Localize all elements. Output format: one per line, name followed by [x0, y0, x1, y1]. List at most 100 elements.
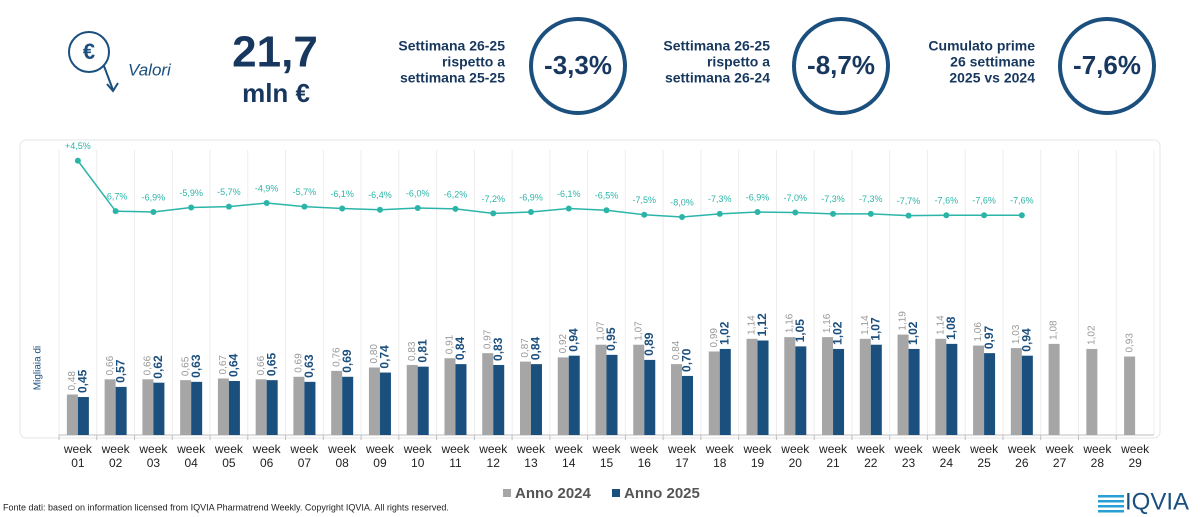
value-label: 1,08 — [944, 316, 958, 340]
change-point — [339, 205, 346, 212]
change-point — [452, 205, 459, 212]
value-label: 1,02 — [1087, 325, 1098, 345]
bar — [822, 337, 834, 435]
bar — [444, 358, 456, 435]
value-label: 0,66 — [143, 355, 154, 375]
value-label: 1,14 — [935, 315, 946, 335]
value-label: 0,63 — [302, 354, 316, 378]
bar — [379, 372, 391, 435]
value-label: 0,89 — [642, 332, 656, 356]
bar — [266, 380, 278, 435]
unit-label: Valori — [128, 60, 172, 79]
value-label: 0,65 — [180, 356, 191, 376]
change-label: -7,6% — [1010, 196, 1034, 206]
bar — [293, 376, 305, 435]
x-tick-label: week 29 — [1120, 442, 1150, 470]
x-tick-label: week 25 — [969, 442, 999, 470]
value-label: 1,07 — [596, 321, 607, 341]
change-label: -7,6% — [972, 196, 996, 206]
value-label: 1,19 — [898, 311, 909, 331]
change-label: -6,1% — [557, 189, 581, 199]
x-tick-label: week 12 — [478, 442, 508, 470]
bar — [104, 379, 116, 435]
change-label: -4,9% — [255, 183, 279, 193]
value-label: 0,83 — [491, 337, 505, 361]
value-label: 1,07 — [868, 317, 882, 341]
change-point — [981, 212, 988, 219]
x-tick-label: week 02 — [101, 442, 131, 470]
change-point — [716, 210, 723, 217]
y-axis-label: Migliaia di — [33, 346, 44, 390]
change-point — [225, 203, 232, 210]
change-point — [641, 211, 648, 218]
kpi-circle — [1058, 17, 1156, 115]
change-point — [112, 208, 119, 215]
value-label: 1,14 — [747, 315, 758, 335]
bar — [859, 338, 871, 435]
bar — [66, 394, 78, 435]
x-tick-label: week 13 — [516, 442, 546, 470]
change-point — [565, 205, 572, 212]
legend-label: Anno 2024 — [515, 485, 592, 502]
bar — [368, 367, 380, 435]
kpi-text: 26 settimane — [950, 54, 1035, 70]
change-label: -6,9% — [519, 192, 543, 202]
x-tick-label: week 15 — [591, 442, 621, 470]
bar — [935, 338, 947, 435]
value-label: 0,93 — [1124, 333, 1135, 353]
bar — [1010, 348, 1022, 435]
bar — [1124, 356, 1136, 435]
change-point — [376, 206, 383, 213]
value-label: 0,64 — [227, 353, 241, 377]
x-tick-label: week 08 — [327, 442, 357, 470]
big-unit: mln € — [242, 78, 310, 108]
x-tick-label: week 14 — [554, 442, 584, 470]
x-tick-label: week 09 — [365, 442, 395, 470]
bar — [557, 357, 569, 435]
change-point — [603, 207, 610, 214]
value-label: 0,99 — [709, 328, 720, 348]
kpi-text: rispetto a — [442, 54, 505, 70]
x-tick-label: week 11 — [440, 442, 470, 470]
value-label: 1,16 — [784, 313, 795, 333]
value-label: 0,69 — [340, 349, 354, 373]
bar — [633, 344, 645, 435]
kpi-text: settimana 26-24 — [665, 70, 770, 86]
x-tick-label: week 27 — [1045, 442, 1075, 470]
value-label: 0,57 — [113, 359, 127, 383]
value-label: 0,67 — [218, 355, 229, 375]
value-label: 1,02 — [906, 321, 920, 345]
bar — [784, 337, 796, 435]
euro-icon — [68, 31, 110, 73]
value-label: 0,84 — [671, 340, 682, 360]
change-label: -6,9% — [746, 192, 770, 202]
change-label: -6,5% — [595, 191, 619, 201]
kpi-value: -7,6% — [1073, 50, 1141, 80]
value-label: 0,63 — [189, 354, 203, 378]
value-label: 1,12 — [755, 313, 769, 337]
bar — [908, 348, 920, 435]
x-tick-label: week 16 — [629, 442, 659, 470]
bar — [1086, 348, 1098, 435]
change-label: -8,0% — [670, 197, 694, 207]
bar — [417, 366, 429, 435]
value-label: 0,97 — [982, 325, 996, 349]
bar — [115, 386, 127, 435]
change-label: -6,2% — [444, 189, 468, 199]
bar — [833, 348, 845, 435]
change-point — [754, 209, 761, 216]
change-label: -5,7% — [293, 187, 317, 197]
change-label: -6,7% — [104, 192, 128, 202]
bar — [142, 379, 154, 435]
value-label: 0,45 — [76, 369, 90, 393]
x-tick-label: week 18 — [705, 442, 735, 470]
change-point — [263, 200, 270, 207]
bar — [897, 334, 909, 435]
change-point — [905, 212, 912, 219]
change-label: -7,2% — [481, 194, 505, 204]
legend-label: Anno 2025 — [624, 485, 700, 502]
change-label: -7,6% — [935, 196, 959, 206]
bar — [228, 381, 240, 435]
value-label: 0,70 — [680, 348, 694, 372]
